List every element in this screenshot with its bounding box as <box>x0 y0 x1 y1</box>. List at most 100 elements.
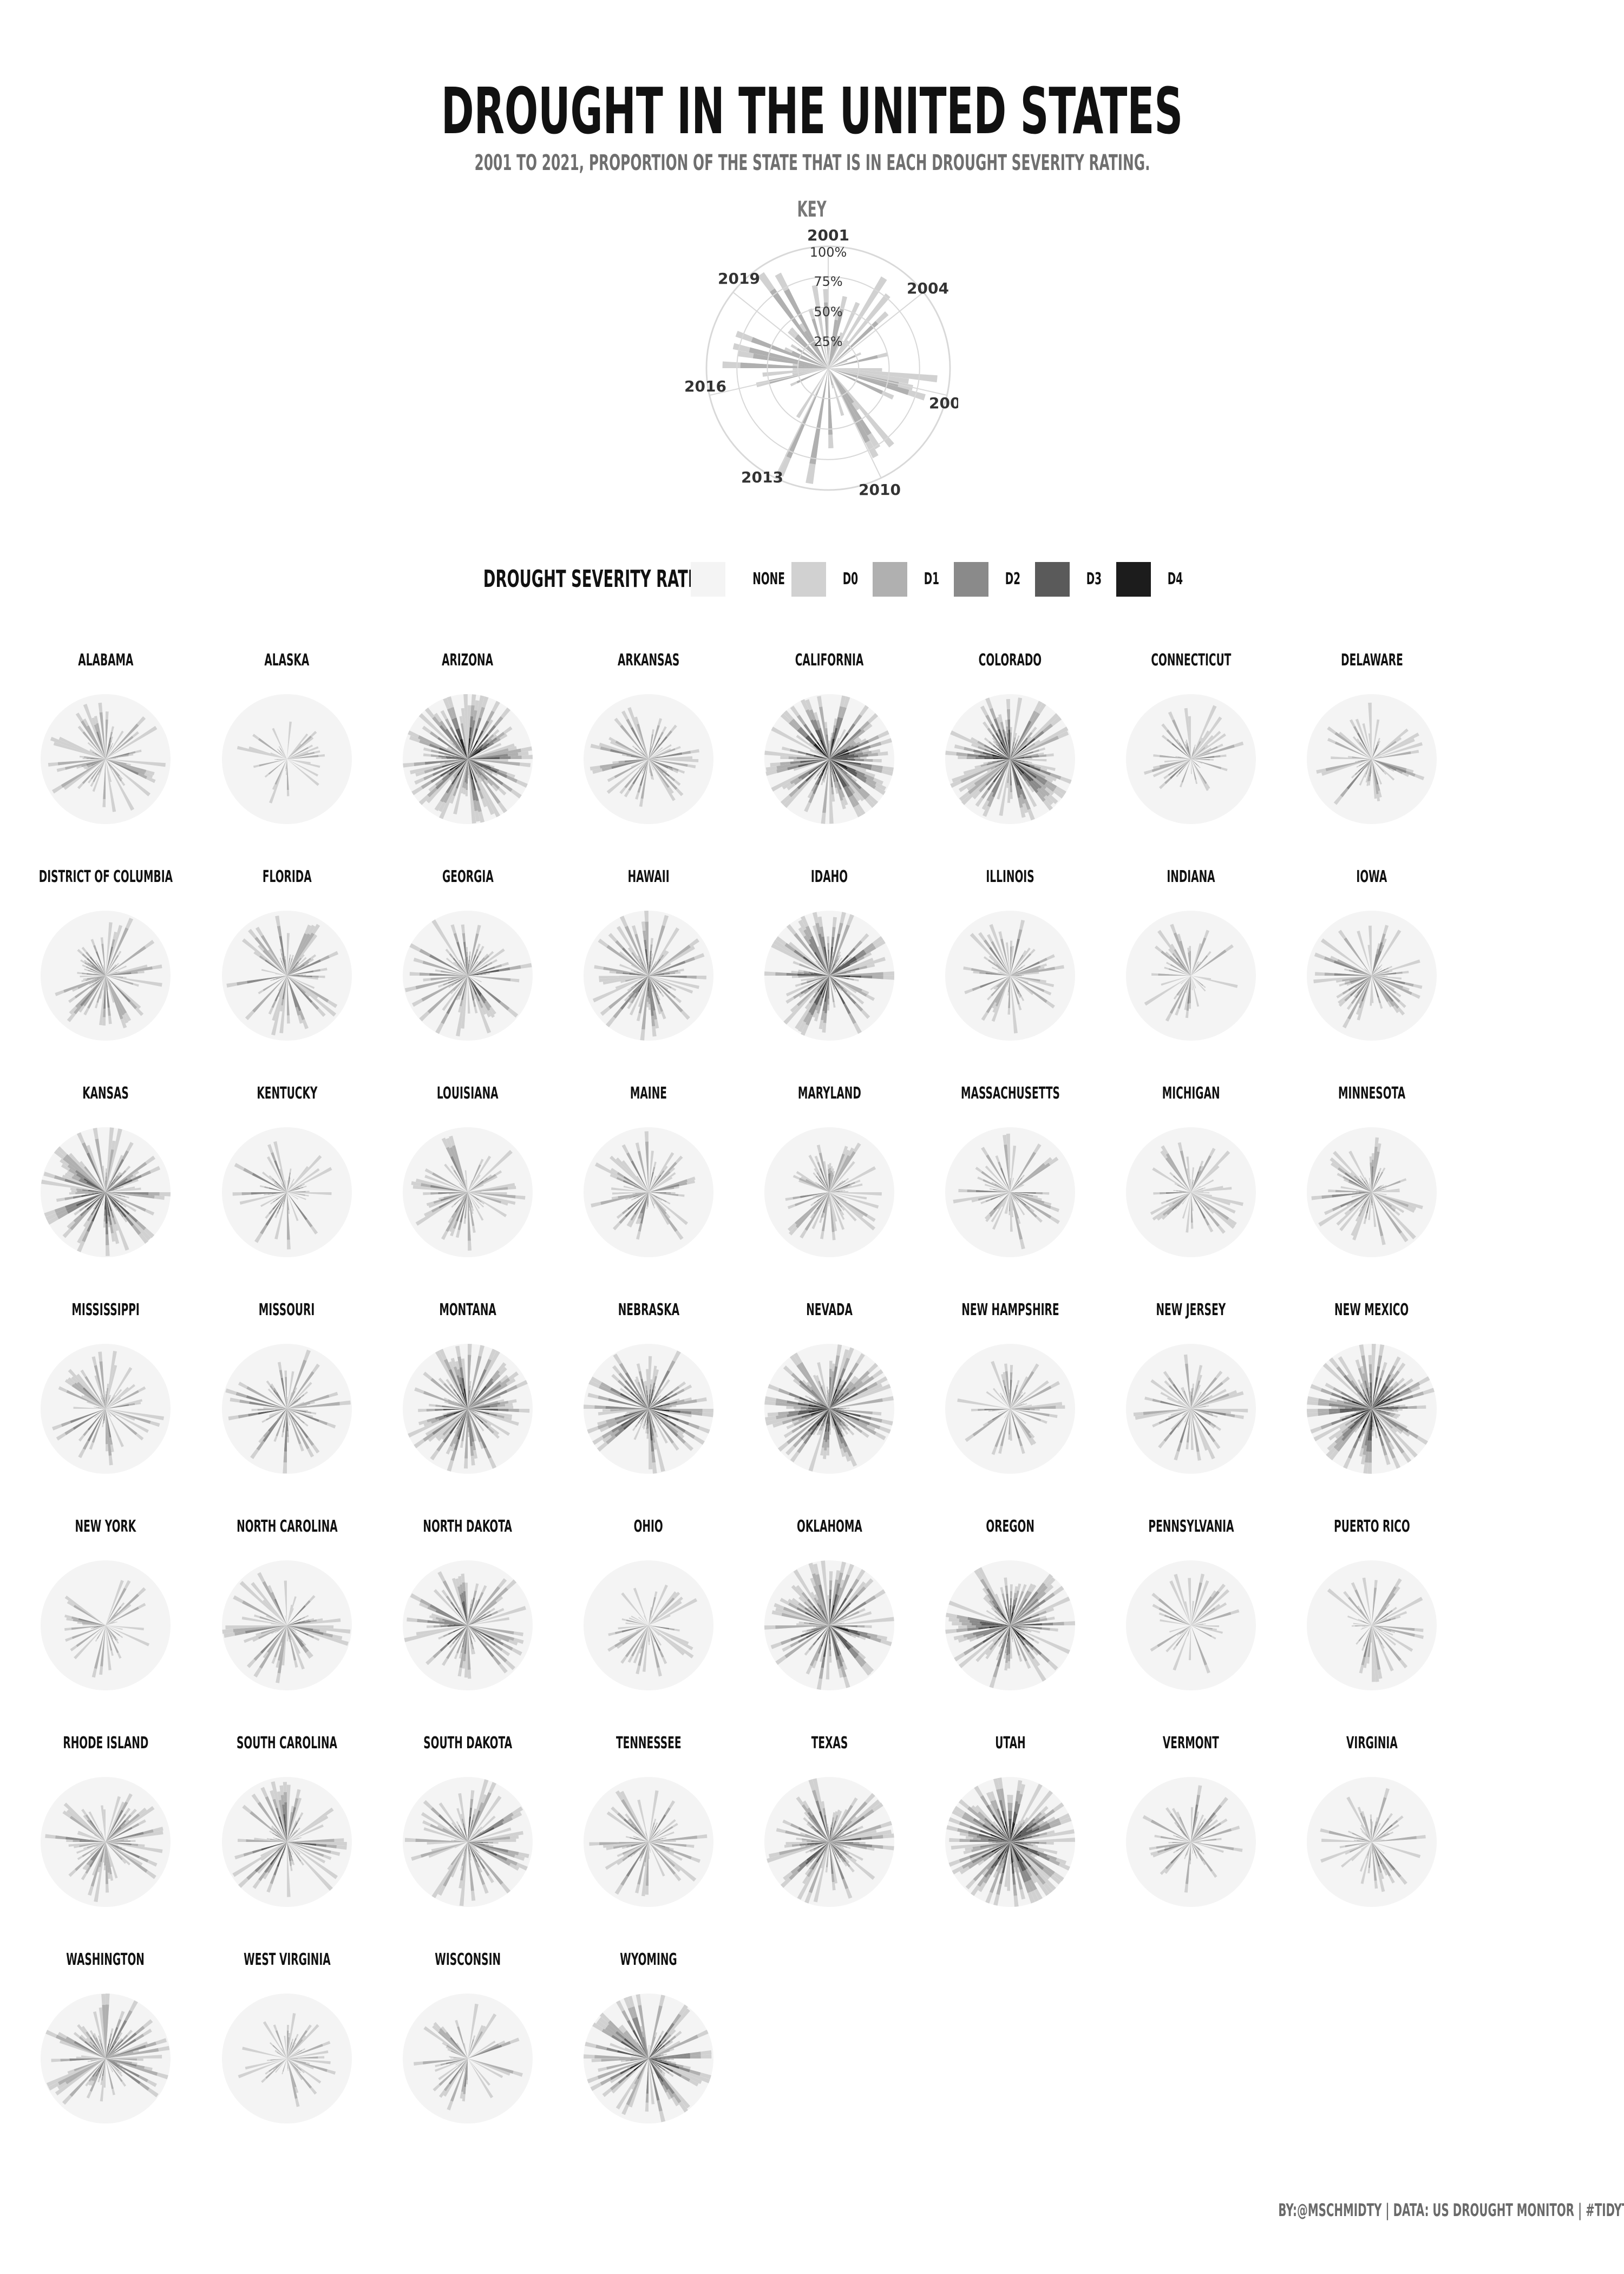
drought-wedge <box>740 362 828 368</box>
legend-swatch-d4 <box>1116 562 1151 597</box>
drought-wedge <box>1160 755 1191 759</box>
drought-wedge <box>102 1166 106 1192</box>
drought-wedge <box>1179 1191 1191 1192</box>
drought-wedge <box>468 1600 478 1625</box>
drought-wedge <box>449 1147 468 1192</box>
drought-wedge <box>468 759 473 761</box>
drought-wedge <box>1365 1179 1372 1192</box>
drought-wedge <box>829 1595 840 1625</box>
drought-wedge <box>468 1625 472 1636</box>
drought-wedge <box>1150 1379 1191 1409</box>
drought-wedge <box>1372 756 1381 759</box>
drought-wedge <box>640 1394 649 1409</box>
drought-wedge <box>106 759 135 811</box>
drought-wedge <box>824 1409 829 1417</box>
state-radial-chart <box>1307 1344 1437 1474</box>
drought-wedge <box>63 976 106 993</box>
drought-wedge <box>454 759 468 779</box>
drought-wedge <box>1152 1167 1191 1192</box>
drought-wedge <box>271 1623 287 1625</box>
drought-wedge <box>87 1409 106 1430</box>
drought-wedge <box>614 1625 649 1648</box>
drought-wedge <box>649 756 659 759</box>
drought-wedge <box>287 1604 293 1625</box>
drought-wedge <box>287 1625 288 1642</box>
drought-wedge <box>287 1192 299 1200</box>
drought-wedge <box>287 1192 299 1221</box>
drought-wedge <box>1350 976 1372 983</box>
drought-wedge <box>645 949 649 976</box>
drought-wedge <box>829 752 840 759</box>
drought-wedge <box>1372 976 1397 994</box>
state-name: MINNESOTA <box>1338 1084 1406 1103</box>
drought-wedge <box>106 1192 108 1224</box>
drought-wedge <box>1010 1192 1019 1219</box>
drought-wedge <box>829 958 874 976</box>
drought-wedge <box>643 748 649 759</box>
drought-wedge <box>1191 759 1203 764</box>
drought-wedge <box>106 759 150 796</box>
drought-wedge <box>1010 975 1019 976</box>
drought-wedge <box>106 1625 123 1630</box>
drought-wedge <box>635 976 649 994</box>
drought-wedge <box>287 1409 305 1424</box>
drought-wedge <box>287 958 311 976</box>
drought-wedge <box>1173 1175 1191 1192</box>
drought-wedge <box>104 1192 106 1210</box>
drought-wedge <box>468 1149 513 1192</box>
drought-wedge <box>287 1394 330 1409</box>
drought-wedge <box>468 1192 479 1200</box>
drought-wedge <box>106 726 158 759</box>
drought-wedge <box>638 976 649 992</box>
state-radial-chart <box>1126 694 1256 824</box>
drought-wedge <box>287 958 293 976</box>
drought-wedge <box>468 1155 492 1192</box>
drought-wedge <box>820 1404 829 1409</box>
drought-wedge <box>829 1409 843 1437</box>
drought-wedge <box>468 1625 471 1670</box>
drought-wedge <box>640 759 649 799</box>
drought-wedge <box>106 1192 129 1251</box>
drought-wedge <box>245 1625 287 1634</box>
drought-wedge <box>287 961 299 976</box>
drought-wedge <box>428 1192 468 1208</box>
drought-wedge <box>1171 743 1191 759</box>
drought-wedge <box>287 1402 340 1409</box>
drought-wedge <box>1360 1409 1372 1419</box>
drought-wedge <box>800 759 829 763</box>
drought-wedge <box>810 973 829 976</box>
drought-wedge <box>829 1409 849 1417</box>
drought-wedge <box>1350 976 1372 996</box>
drought-wedge <box>1365 1403 1372 1409</box>
drought-wedge <box>829 957 886 976</box>
drought-wedge <box>649 1192 689 1225</box>
drought-wedge <box>828 368 872 436</box>
drought-wedge <box>628 1192 649 1228</box>
drought-wedge <box>86 759 106 766</box>
drought-wedge <box>468 759 500 789</box>
drought-wedge <box>626 1409 649 1413</box>
drought-wedge <box>63 759 106 790</box>
drought-wedge <box>641 967 649 976</box>
drought-wedge <box>1010 1192 1013 1232</box>
drought-wedge <box>829 933 841 976</box>
drought-wedge <box>829 1605 835 1625</box>
drought-wedge <box>74 1382 106 1409</box>
drought-wedge <box>628 1617 649 1625</box>
drought-wedge <box>106 1128 122 1192</box>
drought-wedge <box>649 1365 657 1409</box>
drought-wedge <box>649 1584 668 1625</box>
drought-wedge <box>1363 1409 1372 1428</box>
drought-wedge <box>615 1157 649 1192</box>
drought-wedge <box>106 1409 112 1437</box>
drought-wedge <box>600 759 649 769</box>
drought-wedge <box>95 1139 106 1192</box>
drought-wedge <box>260 1625 287 1635</box>
drought-wedge <box>92 759 106 792</box>
drought-wedge <box>468 976 470 1014</box>
drought-wedge <box>468 1192 516 1199</box>
state-panel: GEORGIA <box>378 866 557 1083</box>
drought-wedge <box>1191 716 1222 759</box>
drought-wedge <box>1372 1389 1388 1409</box>
drought-wedge <box>1372 1409 1394 1412</box>
